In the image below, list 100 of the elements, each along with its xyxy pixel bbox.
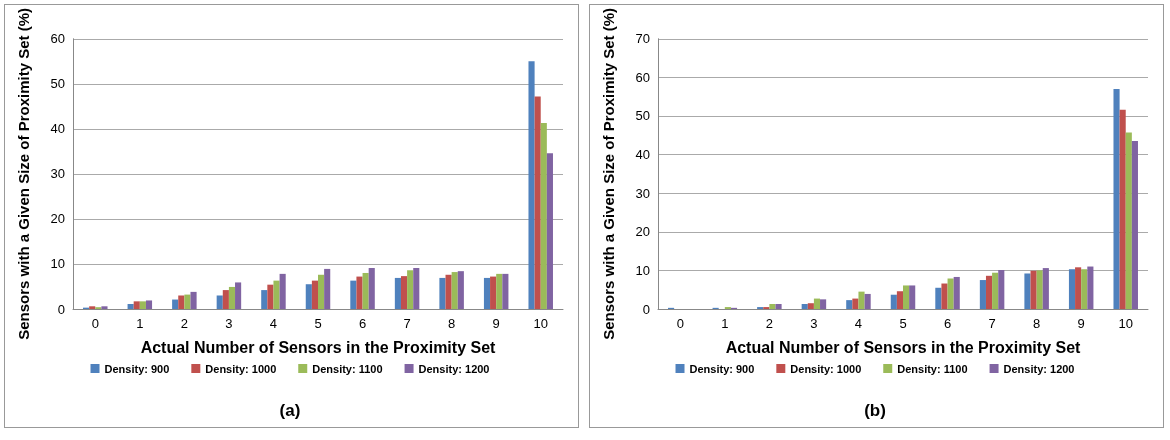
bar	[145, 300, 153, 309]
y-tick-label: 30	[635, 185, 650, 201]
bar	[858, 291, 865, 309]
x-tick-label: 8	[448, 316, 456, 331]
bar	[445, 274, 452, 309]
bar	[350, 280, 357, 309]
bar	[368, 268, 375, 309]
bar	[407, 270, 414, 309]
bar	[1042, 268, 1049, 309]
bar	[273, 280, 280, 309]
bar	[775, 303, 782, 309]
x-tick-label: 0	[91, 316, 99, 331]
bar	[807, 303, 814, 309]
x-axis-title: Actual Number of Sensors in the Proximity Set	[725, 338, 1082, 356]
bar	[457, 271, 464, 309]
y-axis-title: Sensors with a Given Size of Proximity Set (%)	[14, 7, 32, 340]
bar	[534, 96, 541, 309]
y-tick-label: 20	[635, 224, 650, 240]
y-tick-label: 10	[635, 262, 650, 278]
x-tick-label: 1	[721, 316, 729, 331]
bar	[222, 290, 229, 309]
bar	[546, 153, 553, 309]
bar	[311, 280, 318, 309]
bar	[1024, 273, 1031, 309]
legend-label: Density: 1200	[1003, 362, 1075, 375]
bar	[133, 301, 140, 309]
x-tick-label: 6	[358, 316, 367, 331]
bar	[909, 285, 916, 309]
bar	[439, 277, 446, 309]
y-tick-label: 60	[50, 31, 65, 47]
y-axis-title: Sensors with a Given Size of Proximity Set (%)	[599, 7, 617, 340]
y-tick-label: 10	[50, 256, 65, 272]
bar	[267, 284, 274, 309]
y-tick-label: 60	[635, 69, 650, 85]
bar	[769, 303, 776, 309]
bar	[1113, 88, 1120, 309]
y-tick-label: 20	[50, 211, 65, 227]
x-tick-label: 6	[943, 316, 952, 331]
bar	[324, 268, 331, 309]
legend-label: Density: 1000	[790, 362, 862, 375]
y-tick-label: 0	[57, 301, 65, 317]
x-tick-label: 2	[180, 316, 188, 331]
bar	[139, 301, 146, 309]
y-tick-label: 30	[50, 166, 65, 182]
bar	[483, 277, 491, 309]
bar	[305, 284, 312, 309]
bar	[318, 274, 325, 309]
legend-label: Density: 1000	[205, 362, 277, 375]
bar	[820, 299, 827, 309]
x-tick-label: 7	[988, 316, 996, 331]
bar	[985, 275, 993, 309]
y-tick-label: 70	[635, 31, 650, 47]
bar	[1068, 269, 1076, 309]
bar	[172, 299, 179, 309]
x-axis-title: Actual Number of Sensors in the Proximity Set	[140, 338, 497, 356]
bar	[178, 295, 185, 309]
bar	[953, 276, 960, 309]
bar	[490, 276, 497, 309]
bar	[998, 270, 1005, 309]
bar	[1087, 266, 1094, 309]
legend-label: Density: 1100	[312, 362, 383, 375]
bar	[1081, 269, 1088, 309]
text: (b)	[864, 401, 886, 420]
x-tick-label: 3	[225, 316, 233, 331]
bar	[540, 122, 547, 309]
bar	[356, 276, 363, 309]
bar	[992, 272, 999, 309]
x-tick-label: 7	[403, 316, 411, 331]
bar	[903, 285, 910, 309]
bar	[941, 283, 948, 309]
bar	[496, 273, 503, 309]
bar	[127, 304, 134, 309]
x-tick-label: 5	[899, 316, 907, 331]
y-tick-label: 50	[50, 76, 65, 92]
bar	[502, 273, 509, 309]
bar	[1131, 141, 1138, 309]
legend-label: Density: 900	[689, 362, 755, 375]
bar	[852, 298, 859, 309]
legend-label: Density: 1100	[897, 362, 968, 375]
bar	[1030, 270, 1037, 309]
bar	[1125, 132, 1132, 309]
bar	[1075, 267, 1082, 309]
x-tick-label: 4	[854, 316, 863, 331]
bar	[216, 295, 223, 309]
bar	[979, 280, 986, 309]
x-tick-label: 0	[676, 316, 684, 331]
y-tick-label: 0	[642, 301, 650, 317]
y-tick-label: 40	[50, 121, 65, 137]
bar	[528, 61, 535, 309]
x-tick-label: 8	[1033, 316, 1041, 331]
x-tick-label: 2	[765, 316, 773, 331]
bar	[190, 291, 197, 309]
bar	[184, 294, 191, 309]
bar	[813, 298, 821, 309]
bar	[261, 290, 268, 309]
bar	[846, 300, 853, 309]
bar	[896, 291, 903, 309]
bar	[413, 268, 420, 309]
x-tick-label: 3	[810, 316, 818, 331]
x-tick-label: 4	[269, 316, 278, 331]
